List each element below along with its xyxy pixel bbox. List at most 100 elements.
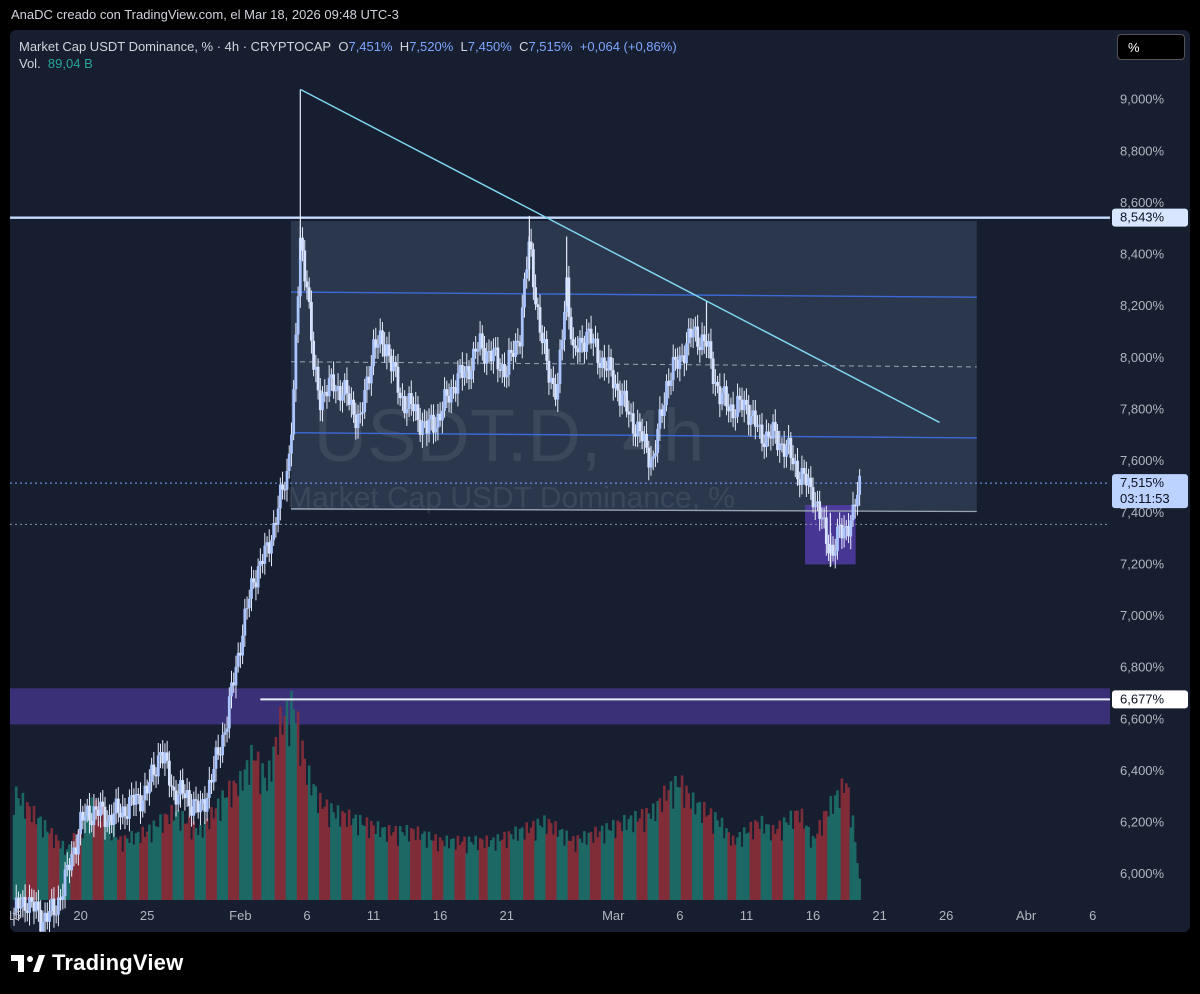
- candle-body-114: [265, 542, 269, 546]
- tradingview-logo[interactable]: TradingView: [11, 950, 183, 976]
- y-tick-label-8: 7,600%: [1120, 453, 1165, 468]
- candle-body-275: [622, 390, 626, 395]
- candle-body-240: [545, 339, 549, 361]
- x-tick-label-6: 16: [433, 908, 447, 923]
- volume-bar-101: [236, 795, 240, 900]
- volume-bar-7: [28, 806, 31, 900]
- candle-body-119: [276, 508, 280, 525]
- volume-bar-68: [163, 813, 167, 900]
- volume-bar-186: [425, 847, 429, 900]
- candle-body-176: [403, 396, 407, 414]
- volume-bar-340: [767, 824, 770, 900]
- candle-body-37: [94, 806, 98, 810]
- candle-body-281: [636, 421, 640, 437]
- candle-body-48: [119, 812, 122, 818]
- candle-body-123: [285, 470, 289, 490]
- candle-body-174: [398, 392, 402, 399]
- volume-bar-199: [454, 849, 457, 900]
- candle-body-26: [70, 853, 74, 871]
- candle-body-58: [141, 800, 145, 812]
- candle-body-16: [48, 911, 51, 922]
- candle-body-98: [230, 682, 233, 697]
- candle-body-353: [796, 460, 799, 480]
- volume-bar-236: [536, 818, 540, 900]
- candle-body-337: [760, 424, 764, 444]
- candle-body-92: [216, 747, 220, 755]
- candle-body-259: [587, 328, 591, 332]
- volume-bar-160: [367, 838, 371, 900]
- volume-bar-322: [727, 832, 730, 900]
- candle-body-311: [702, 334, 706, 342]
- candle-body-36: [92, 806, 96, 826]
- volume-bar-76: [181, 810, 184, 900]
- volume-bar-357: [805, 825, 808, 900]
- candle-body-239: [543, 339, 546, 344]
- candle-body-138: [318, 390, 322, 411]
- volume-bar-108: [252, 760, 256, 900]
- volume-bar-374: [842, 792, 846, 900]
- candle-body-141: [325, 391, 329, 397]
- volume-bar-269: [609, 830, 613, 900]
- candle-body-142: [327, 377, 331, 397]
- volume-bar-248: [563, 845, 566, 900]
- candle-body-29: [76, 834, 80, 855]
- x-tick-label-13: 26: [939, 908, 953, 923]
- chart-panel[interactable]: USDT.D, 4h Market Cap USDT Dominance, % 9…: [10, 30, 1190, 932]
- candle-body-290: [656, 428, 660, 453]
- volume-bar-60: [145, 831, 149, 900]
- volume-bar-218: [496, 834, 500, 900]
- volume-bar-193: [441, 840, 444, 900]
- volume-bar-151: [347, 809, 351, 900]
- y-tick-label-10: 7,200%: [1120, 556, 1165, 571]
- volume-bar-244: [554, 821, 557, 900]
- candle-body-122: [283, 489, 287, 491]
- volume-bar-120: [279, 706, 282, 900]
- y-tick-label-15: 6,200%: [1120, 815, 1165, 830]
- volume-bar-375: [845, 783, 848, 900]
- candle-body-367: [827, 543, 830, 554]
- volume-bar-270: [611, 819, 615, 900]
- candle-body-180: [412, 403, 415, 412]
- candle-body-357: [804, 473, 808, 486]
- candle-body-53: [130, 795, 134, 798]
- candle-body-319: [720, 393, 724, 405]
- candle-body-350: [789, 437, 793, 458]
- candle-body-88: [207, 779, 211, 798]
- volume-bar-36: [92, 817, 96, 900]
- volume-bar-300: [678, 787, 682, 900]
- volume-bar-150: [345, 826, 349, 900]
- current-price-tag-text-1: 03:11:53: [1120, 491, 1170, 506]
- candle-body-370: [833, 551, 837, 556]
- candle-body-73: [174, 790, 178, 805]
- candle-body-171: [392, 362, 395, 372]
- symbol-title[interactable]: Market Cap USDT Dominance, % · 4h · CRYP…: [19, 39, 332, 54]
- candle-body-147: [338, 386, 342, 401]
- candle-body-158: [363, 390, 367, 412]
- candle-body-183: [418, 419, 422, 435]
- volume-bar-84: [199, 824, 202, 900]
- candle-body-199: [454, 387, 458, 394]
- volume-bar-304: [687, 793, 691, 900]
- volume-bar-5: [23, 818, 27, 900]
- candle-body-270: [611, 370, 615, 389]
- volume-bar-18: [52, 847, 56, 900]
- volume-bar-249: [565, 830, 568, 900]
- volume-bar-155: [356, 835, 360, 900]
- volume-bar-196: [447, 848, 451, 900]
- candle-body-365: [822, 517, 826, 519]
- candle-body-362: [816, 501, 819, 504]
- percent-scale-button[interactable]: %: [1117, 34, 1185, 60]
- volume-bar-245: [556, 836, 560, 900]
- candle-body-198: [452, 387, 455, 389]
- volume-bar-297: [671, 808, 675, 900]
- volume-bar-134: [310, 795, 313, 900]
- candle-body-69: [165, 752, 169, 761]
- x-tick-label-9: 6: [676, 908, 683, 923]
- volume-bar-71: [170, 805, 173, 900]
- candle-body-308: [696, 326, 700, 347]
- candle-body-373: [840, 524, 844, 539]
- volume-bar-219: [498, 841, 502, 900]
- candle-body-279: [631, 413, 635, 434]
- volume-bar-75: [179, 830, 182, 900]
